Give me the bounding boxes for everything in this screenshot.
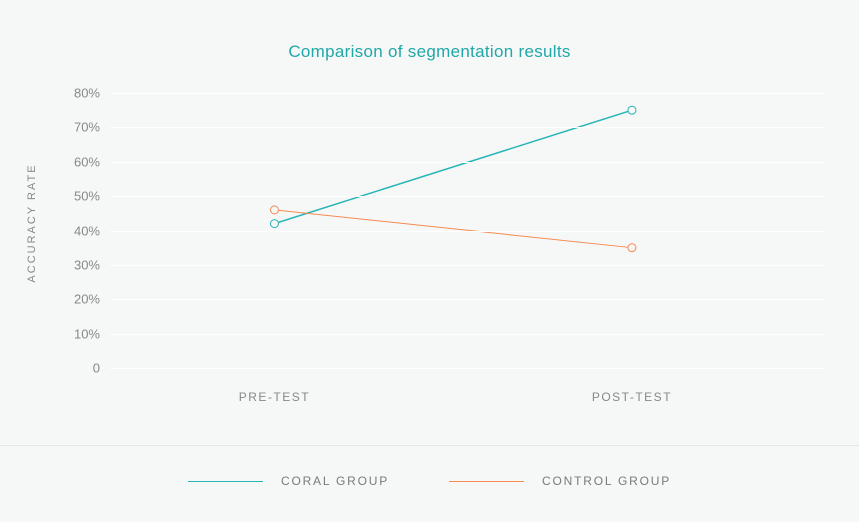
x-tick-label: POST-TEST [592, 368, 672, 404]
legend-label: CORAL GROUP [281, 474, 389, 488]
y-tick-label: 30% [74, 257, 110, 272]
legend-item: CONTROL GROUP [449, 474, 671, 488]
legend-swatch [449, 481, 524, 482]
y-tick-label: 0 [93, 361, 110, 376]
y-tick-label: 10% [74, 326, 110, 341]
y-tick-label: 80% [74, 86, 110, 101]
y-tick-label: 70% [74, 120, 110, 135]
gridline [110, 334, 825, 335]
plot-area: 010%20%30%40%50%60%70%80%PRE-TESTPOST-TE… [110, 93, 825, 368]
legend: CORAL GROUP CONTROL GROUP [0, 474, 859, 488]
y-tick-label: 50% [74, 189, 110, 204]
y-tick-label: 20% [74, 292, 110, 307]
y-axis-label: ACCURACY RATE [26, 123, 38, 323]
series-line [274, 210, 632, 248]
legend-item: CORAL GROUP [188, 474, 389, 488]
gridline [110, 127, 825, 128]
legend-label: CONTROL GROUP [542, 474, 671, 488]
legend-separator [0, 445, 859, 446]
y-tick-label: 40% [74, 223, 110, 238]
x-tick-label: PRE-TEST [239, 368, 310, 404]
gridline [110, 93, 825, 94]
gridline [110, 299, 825, 300]
data-point [270, 206, 278, 214]
gridline [110, 231, 825, 232]
legend-swatch [188, 481, 263, 482]
y-tick-label: 60% [74, 154, 110, 169]
gridline [110, 368, 825, 369]
chart-title: Comparison of segmentation results [0, 42, 859, 62]
data-point [628, 244, 636, 252]
gridline [110, 265, 825, 266]
data-point [628, 106, 636, 114]
gridline [110, 162, 825, 163]
gridline [110, 196, 825, 197]
data-point [270, 220, 278, 228]
